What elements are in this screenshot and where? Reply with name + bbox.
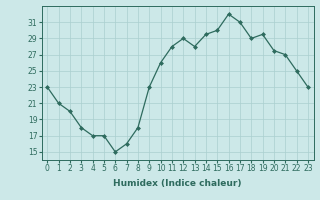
X-axis label: Humidex (Indice chaleur): Humidex (Indice chaleur) bbox=[113, 179, 242, 188]
